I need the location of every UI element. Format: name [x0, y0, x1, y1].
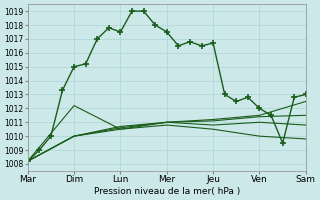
- X-axis label: Pression niveau de la mer( hPa ): Pression niveau de la mer( hPa ): [94, 187, 240, 196]
